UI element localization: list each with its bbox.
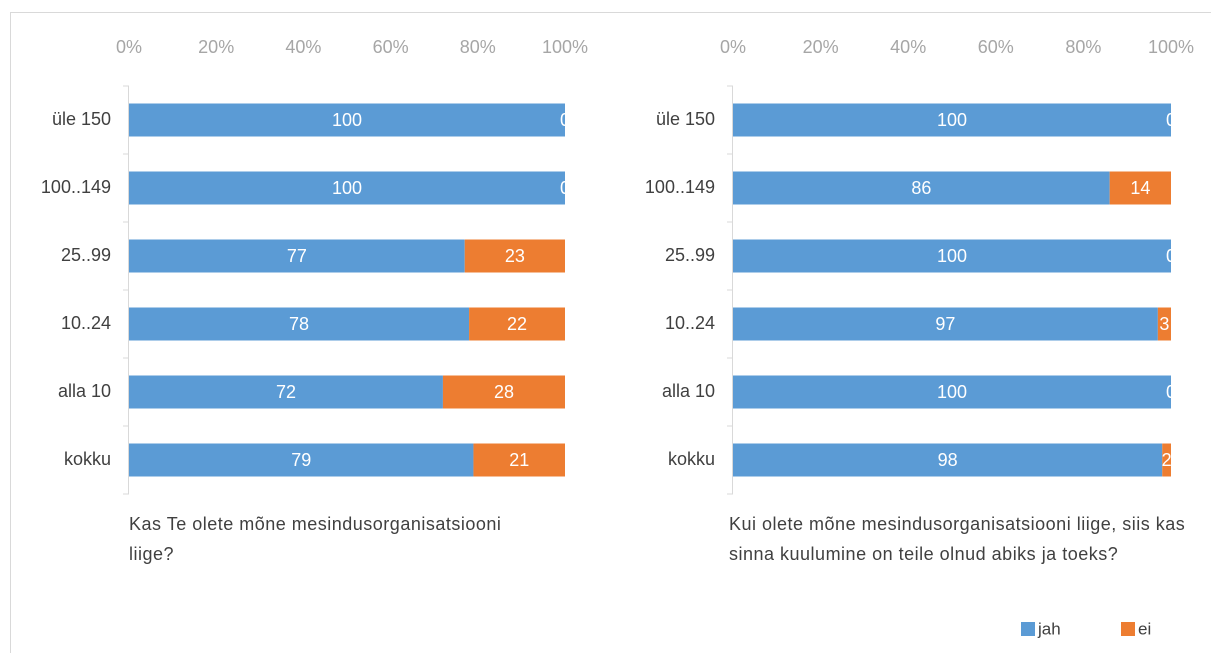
y-tick-label: kokku: [64, 449, 111, 469]
bar-segment: [464, 239, 565, 273]
bar-segment: [129, 307, 470, 341]
bar-segment: [733, 307, 1158, 341]
x-tick-label: 80%: [1065, 37, 1101, 57]
data-label: 0: [1166, 382, 1176, 402]
bars: 100 0 100 0 77 23 78 22 72 28 79 21: [129, 103, 570, 477]
x-tick-label: 60%: [373, 37, 409, 57]
bar-segment: [129, 171, 565, 205]
bar-segment: [129, 375, 443, 409]
x-tick-label: 20%: [803, 37, 839, 57]
data-label: 77: [287, 246, 307, 266]
y-tick-label: alla 10: [58, 381, 111, 401]
data-label: 22: [507, 314, 527, 334]
data-label: 98: [938, 450, 958, 470]
frame: [10, 12, 1211, 653]
data-label: 100: [332, 110, 362, 130]
x-tick-label: 40%: [285, 37, 321, 57]
bar-segment: [442, 375, 565, 409]
data-label: 3: [1159, 314, 1169, 334]
bar-segment: [129, 239, 465, 273]
y-tick-label: 25..99: [61, 245, 111, 265]
x-tick-label: 40%: [890, 37, 926, 57]
data-label: 2: [1162, 450, 1172, 470]
y-tick-label: 25..99: [665, 245, 715, 265]
bars: 100 0 86 14 100 0 97 3 100 0 98 2: [733, 103, 1176, 477]
bar-segment: [733, 443, 1163, 477]
bar-segment: [733, 375, 1171, 409]
bar-segment: [129, 103, 565, 137]
data-label: 0: [1166, 246, 1176, 266]
x-tick-label: 100%: [542, 37, 588, 57]
data-label: 0: [1166, 110, 1176, 130]
data-label: 0: [560, 178, 570, 198]
data-label: 100: [332, 178, 362, 198]
bar-segment: [129, 443, 474, 477]
data-label: 23: [505, 246, 525, 266]
y-tick-label: 100..149: [645, 177, 715, 197]
x-tick-label: 0%: [116, 37, 142, 57]
bar-segment: [733, 103, 1171, 137]
y-tick-label: kokku: [668, 449, 715, 469]
legend-swatch: [1121, 622, 1135, 636]
x-tick-label: 60%: [978, 37, 1014, 57]
x-tick-label: 100%: [1148, 37, 1194, 57]
data-label: 86: [911, 178, 931, 198]
legend-label: ei: [1138, 619, 1151, 638]
y-tick-label: 10..24: [61, 313, 111, 333]
y-tick-label: alla 10: [662, 381, 715, 401]
bar-segment: [473, 443, 565, 477]
bar-segment: [1157, 307, 1171, 341]
bar-segment: [1162, 443, 1171, 477]
y-tick-label: üle 150: [52, 109, 111, 129]
data-label: 21: [509, 450, 529, 470]
bar-segment: [469, 307, 565, 341]
chart-title: Kui olete mõne mesindusorganisatsiooni l…: [729, 514, 1186, 564]
bar-segment: [1109, 171, 1171, 205]
data-label: 72: [276, 382, 296, 402]
data-label: 79: [291, 450, 311, 470]
bar-segment: [733, 239, 1171, 273]
legend-swatch: [1021, 622, 1035, 636]
data-label: 14: [1130, 178, 1150, 198]
data-label: 100: [937, 382, 967, 402]
y-tick-label: 100..149: [41, 177, 111, 197]
x-tick-label: 80%: [460, 37, 496, 57]
data-label: 100: [937, 246, 967, 266]
data-label: 78: [289, 314, 309, 334]
chart-title: Kas Te olete mõne mesindusorganisatsioon…: [129, 514, 502, 564]
bar-segment: [733, 171, 1110, 205]
x-tick-label: 0%: [720, 37, 746, 57]
x-tick-label: 20%: [198, 37, 234, 57]
data-label: 0: [560, 110, 570, 130]
y-tick-label: 10..24: [665, 313, 715, 333]
data-label: 100: [937, 110, 967, 130]
y-tick-label: üle 150: [656, 109, 715, 129]
data-label: 28: [494, 382, 514, 402]
legend-label: jah: [1037, 619, 1061, 638]
data-label: 97: [935, 314, 955, 334]
